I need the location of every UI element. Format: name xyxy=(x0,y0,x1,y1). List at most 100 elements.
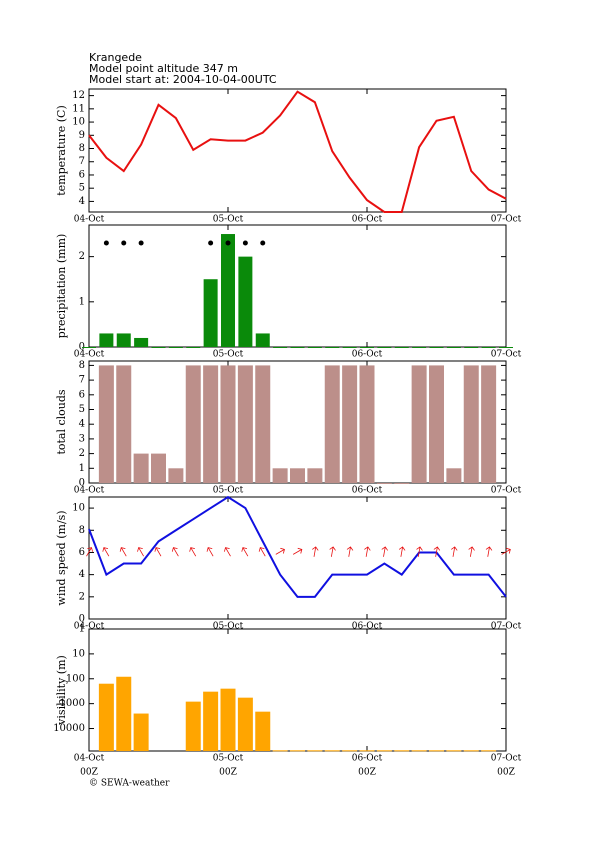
wind-arrow xyxy=(102,547,110,557)
y-tick-label: 12 xyxy=(72,90,85,101)
wind-arrow xyxy=(86,547,93,557)
y-tick-label: 2 xyxy=(79,448,85,459)
wind-arrow xyxy=(364,546,371,557)
y-tick-label: 10 xyxy=(72,648,85,659)
wind-arrow xyxy=(292,547,303,555)
y-tick-label: 6 xyxy=(79,389,85,400)
y-axis-label: temperature (C) xyxy=(55,105,68,196)
y-tick-label: 10 xyxy=(72,503,85,514)
y-tick-label: 100 xyxy=(66,673,85,684)
bar xyxy=(481,347,496,348)
bar xyxy=(359,365,375,483)
bar xyxy=(168,347,183,348)
plot-frame xyxy=(88,496,507,620)
wind-arrow xyxy=(224,547,231,557)
bar xyxy=(307,468,323,483)
wind-arrow xyxy=(329,546,336,557)
y-tick-label: 0 xyxy=(79,478,85,489)
wind-arrow xyxy=(433,546,441,557)
x-tick-label: 07-Oct xyxy=(491,215,522,225)
wind-arrow xyxy=(416,546,423,557)
bar xyxy=(238,256,253,347)
wind-arrow xyxy=(381,546,389,557)
y-tick-label: 0 xyxy=(79,342,85,353)
x-tick-label: 06-Oct xyxy=(352,350,383,360)
bar xyxy=(151,453,166,483)
bar xyxy=(203,279,218,347)
x-tick-label: 04-Oct xyxy=(74,754,105,764)
bar xyxy=(99,333,114,347)
bar xyxy=(255,711,271,751)
bar xyxy=(394,483,410,484)
plot-frame xyxy=(88,224,507,348)
header-line: Model start at: 2004-10-04-00UTC xyxy=(89,73,277,86)
bar xyxy=(359,750,375,752)
wind-arrow xyxy=(312,546,319,557)
bar xyxy=(221,234,235,347)
bar xyxy=(134,337,149,347)
bar xyxy=(411,365,427,483)
bar xyxy=(203,691,219,751)
rain-marker xyxy=(242,240,248,246)
wind-arrow xyxy=(451,546,458,557)
bar xyxy=(307,347,322,348)
header-line: Model point altitude 347 m xyxy=(89,62,238,75)
rain-marker xyxy=(103,240,109,246)
y-tick-label: 6 xyxy=(79,169,85,180)
bar xyxy=(290,750,305,752)
bar xyxy=(116,333,131,347)
bar xyxy=(290,347,305,348)
bar xyxy=(342,750,358,752)
bar xyxy=(412,347,427,348)
bar xyxy=(255,365,271,483)
x-tick-sublabel: 00Z xyxy=(80,768,98,778)
y-tick-label: 5 xyxy=(79,183,85,194)
x-tick-label: 05-Oct xyxy=(213,215,244,225)
bar xyxy=(220,365,236,483)
x-tick-label: 06-Oct xyxy=(352,486,383,496)
y-tick-label: 0 xyxy=(79,614,85,625)
x-tick-label: 06-Oct xyxy=(352,754,383,764)
x-tick-label: 07-Oct xyxy=(491,350,522,360)
bar xyxy=(237,697,253,751)
x-tick-label: 06-Oct xyxy=(352,622,383,632)
bar xyxy=(464,347,479,348)
rain-marker xyxy=(121,240,127,246)
header-line: Krangede xyxy=(89,51,142,64)
bar xyxy=(133,453,149,483)
line xyxy=(88,90,507,213)
y-tick-label: 9 xyxy=(79,130,85,141)
footer: © SEWA-weather xyxy=(89,779,170,789)
bar xyxy=(237,365,253,483)
x-tick-label: 04-Oct xyxy=(74,622,105,632)
bar xyxy=(446,468,462,483)
x-tick-label: 05-Oct xyxy=(213,486,244,496)
y-tick-label: 5 xyxy=(79,404,85,415)
wind-arrow xyxy=(171,547,179,557)
y-tick-label: 10 xyxy=(72,117,85,128)
bar xyxy=(481,750,497,752)
x-tick-sublabel: 00Z xyxy=(497,768,515,778)
y-axis-label: precipitation (mm) xyxy=(55,234,68,339)
bar xyxy=(168,468,184,483)
bar xyxy=(324,365,340,483)
x-tick-label: 04-Oct xyxy=(74,215,105,225)
bar xyxy=(499,347,513,348)
wind-arrow xyxy=(119,547,127,557)
wind-arrow xyxy=(468,546,475,557)
y-tick-label: 1 xyxy=(79,624,85,635)
bar xyxy=(255,333,270,347)
bar xyxy=(377,347,392,348)
x-tick-label: 06-Oct xyxy=(352,215,383,225)
bar xyxy=(429,347,444,348)
bar xyxy=(273,347,288,348)
y-tick-label: 10000 xyxy=(53,723,85,734)
bar xyxy=(429,750,444,752)
bar xyxy=(98,683,114,751)
y-tick-label: 1 xyxy=(79,296,85,307)
bar xyxy=(151,347,166,348)
bar xyxy=(446,750,462,752)
y-axis-label: wind speed (m/s) xyxy=(55,510,68,605)
y-tick-label: 1 xyxy=(79,463,85,474)
wind-arrow xyxy=(206,547,214,557)
